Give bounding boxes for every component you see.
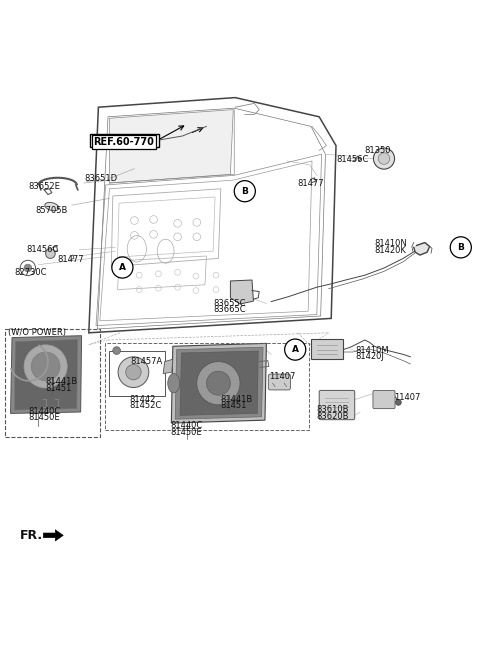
Text: 81477: 81477: [298, 180, 324, 188]
Text: 81410M: 81410M: [355, 346, 389, 355]
Circle shape: [206, 371, 230, 395]
Circle shape: [112, 257, 133, 278]
Text: 81451: 81451: [221, 401, 247, 410]
Text: 83620B: 83620B: [317, 412, 349, 420]
Text: B: B: [241, 187, 248, 195]
Text: 81456C: 81456C: [26, 245, 59, 255]
Circle shape: [24, 345, 67, 388]
Text: 81442: 81442: [130, 394, 156, 403]
Text: 81440C: 81440C: [29, 407, 61, 415]
Text: 11407: 11407: [269, 373, 295, 381]
Polygon shape: [230, 280, 253, 304]
Circle shape: [285, 339, 306, 360]
Circle shape: [46, 249, 55, 258]
Text: 81440C: 81440C: [170, 421, 203, 430]
Polygon shape: [163, 359, 173, 374]
Circle shape: [31, 352, 60, 380]
Text: 11407: 11407: [394, 393, 420, 402]
Text: 83655C: 83655C: [214, 299, 246, 308]
Circle shape: [24, 264, 32, 272]
Text: 81410N: 81410N: [374, 239, 407, 248]
Text: 81477: 81477: [58, 255, 84, 264]
Circle shape: [197, 361, 240, 405]
Text: FR.: FR.: [20, 529, 43, 542]
FancyBboxPatch shape: [268, 374, 290, 390]
Text: B: B: [457, 243, 464, 252]
Text: 81450E: 81450E: [29, 413, 60, 422]
Text: A: A: [292, 345, 299, 354]
Circle shape: [234, 180, 255, 202]
Polygon shape: [175, 347, 263, 419]
Text: 81456C: 81456C: [336, 155, 368, 165]
Polygon shape: [43, 529, 63, 541]
Text: 81457A: 81457A: [131, 357, 163, 366]
Ellipse shape: [45, 203, 59, 211]
Text: 81450E: 81450E: [170, 428, 202, 437]
Circle shape: [118, 357, 149, 388]
FancyBboxPatch shape: [90, 134, 159, 147]
Polygon shape: [414, 243, 430, 255]
Circle shape: [113, 347, 120, 354]
Text: REF.60-770: REF.60-770: [94, 136, 155, 147]
Text: 81420K: 81420K: [374, 246, 406, 255]
Circle shape: [373, 148, 395, 169]
Text: 81420J: 81420J: [355, 352, 384, 361]
Polygon shape: [180, 351, 258, 415]
Circle shape: [126, 365, 141, 380]
Circle shape: [378, 153, 390, 164]
Circle shape: [450, 237, 471, 258]
Polygon shape: [14, 340, 78, 410]
Polygon shape: [109, 110, 233, 183]
Polygon shape: [311, 338, 343, 359]
Text: 81350: 81350: [365, 146, 391, 155]
Text: A: A: [119, 263, 126, 272]
Circle shape: [396, 400, 401, 405]
Text: 82730C: 82730C: [14, 268, 47, 277]
FancyBboxPatch shape: [319, 390, 355, 420]
Text: 83652E: 83652E: [29, 182, 60, 191]
FancyBboxPatch shape: [373, 390, 395, 409]
Text: 81452C: 81452C: [130, 401, 162, 410]
Ellipse shape: [168, 374, 180, 393]
Text: (W/O POWER): (W/O POWER): [8, 328, 66, 337]
Polygon shape: [11, 336, 82, 413]
Text: 85705B: 85705B: [35, 207, 67, 215]
Text: 83651D: 83651D: [84, 174, 117, 183]
Text: 83665C: 83665C: [214, 305, 246, 314]
Text: 81441B: 81441B: [221, 394, 253, 403]
Polygon shape: [171, 343, 266, 423]
Text: 83610B: 83610B: [317, 405, 349, 414]
Text: 81441B: 81441B: [46, 377, 78, 386]
Text: 81451: 81451: [46, 384, 72, 393]
